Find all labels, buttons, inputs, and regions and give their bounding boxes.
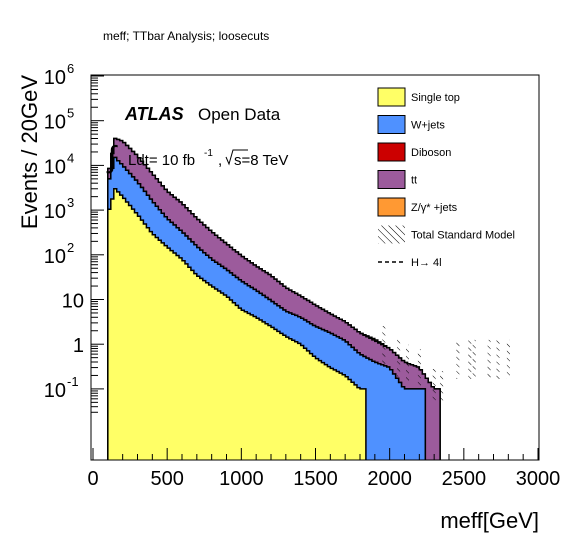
- y-tick-label: 10: [44, 156, 66, 178]
- y-tick-label: 10: [44, 380, 66, 402]
- uncertainty-band: [468, 339, 472, 379]
- luminosity-exponent: -1: [204, 148, 213, 159]
- legend-label: H→ 4l: [411, 257, 442, 269]
- x-tick-label: 2000: [367, 468, 412, 490]
- uncertainty-band: [440, 371, 444, 403]
- uncertainty-band: [472, 339, 476, 379]
- x-tick-label: 2500: [442, 468, 487, 490]
- x-tick-label: 1500: [293, 468, 338, 490]
- legend-label: Single top: [411, 92, 460, 104]
- legend-label: Diboson: [411, 147, 451, 159]
- legend-swatch: [377, 197, 406, 217]
- y-tick-exponent: 3: [67, 195, 74, 210]
- y-tick-label: 10: [62, 291, 84, 313]
- comma: ,: [218, 152, 222, 169]
- energy-text: s=8 TeV: [234, 152, 288, 169]
- y-tick-exponent: 5: [67, 106, 74, 121]
- uncertainty-band: [382, 326, 386, 366]
- legend-swatch: [377, 170, 406, 189]
- y-tick-exponent: 2: [67, 240, 74, 255]
- series-0-area: [107, 188, 367, 460]
- uncertainty-band: [506, 339, 510, 379]
- legend-label: Total Standard Model: [411, 230, 515, 242]
- y-tick-exponent: 4: [67, 150, 74, 165]
- y-tick-label: 10: [44, 246, 66, 268]
- legend: Single top W+jets Diboson tt Z/γ* +jets Total…: [377, 87, 515, 269]
- legend-hatch-swatch: [378, 225, 405, 244]
- uncertainty-band: [487, 339, 491, 379]
- atlas-brand: ATLAS: [124, 104, 184, 124]
- uncertainty-band: [417, 349, 421, 389]
- uncertainty-band: [432, 369, 436, 403]
- uncertainty-band: [406, 344, 409, 384]
- y-axis-label: Events / 20GeV: [17, 75, 42, 229]
- atlas-label: Open Data: [198, 105, 281, 124]
- legend-swatch: [377, 115, 406, 134]
- integral-symbol: ∫: [106, 141, 118, 174]
- y-tick-label: 10: [44, 67, 66, 89]
- legend-label: tt: [411, 175, 417, 187]
- y-tick-exponent: 6: [67, 61, 74, 76]
- legend-label: W+jets: [411, 120, 445, 132]
- x-tick-label: 1000: [219, 468, 264, 490]
- luminosity-text: Ldt= 10 fb: [128, 152, 195, 169]
- y-tick-label: 1: [73, 335, 84, 357]
- y-tick-label: 10: [44, 201, 66, 223]
- x-tick-label: 500: [150, 468, 183, 490]
- uncertainty-band: [397, 337, 401, 377]
- legend-label: Z/γ* +jets: [411, 202, 458, 214]
- x-tick-label: 0: [87, 468, 98, 490]
- y-tick-exponent: -1: [67, 374, 79, 389]
- x-axis: 0 500 1000 1500 2000 2500 3000: [87, 448, 560, 490]
- x-tick-label: 3000: [516, 468, 561, 490]
- canvas-title: meff; TTbar Analysis; loosecuts: [103, 29, 269, 43]
- stacked-histogram: [107, 137, 510, 460]
- y-tick-label: 10: [44, 112, 66, 134]
- sqrt-sign: [225, 149, 248, 166]
- x-axis-label: meff[GeV]: [440, 508, 539, 533]
- legend-swatch: [377, 87, 406, 107]
- uncertainty-band: [456, 339, 460, 379]
- legend-swatch: [377, 142, 406, 162]
- uncertainty-band: [496, 339, 500, 379]
